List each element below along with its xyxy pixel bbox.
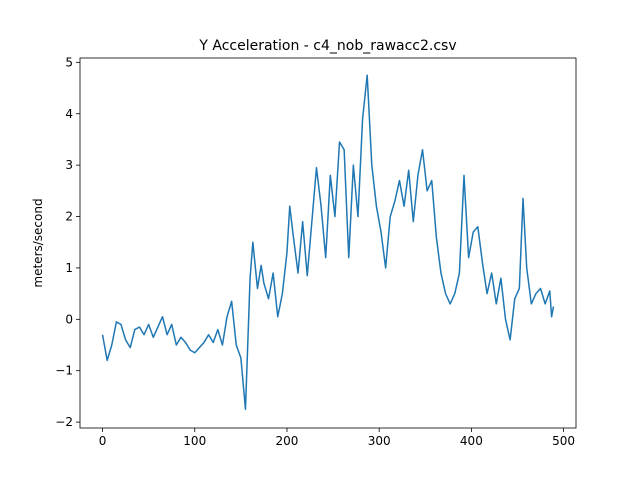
- x-tick-label: 0: [99, 434, 107, 448]
- x-tick-label: 200: [276, 434, 299, 448]
- x-tick-label: 500: [552, 434, 575, 448]
- x-tick-label: 300: [368, 434, 391, 448]
- y-tick-label: 2: [65, 210, 73, 224]
- y-tick-label: 5: [65, 55, 73, 69]
- y-tick-label: 0: [65, 312, 73, 326]
- plot-frame: [79, 57, 577, 429]
- y-axis-label: meters/second: [31, 198, 45, 287]
- y-tick-label: 4: [65, 107, 73, 121]
- y-tick-label: −2: [55, 415, 73, 429]
- x-tick-label: 400: [460, 434, 483, 448]
- chart-title: Y Acceleration - c4_nob_rawacc2.csv: [198, 38, 456, 54]
- y-tick-label: −1: [55, 364, 73, 378]
- y-tick-label: 3: [65, 158, 73, 172]
- y-tick-label: 1: [65, 261, 73, 275]
- data-line: [101, 74, 555, 410]
- x-tick-label: 100: [183, 434, 206, 448]
